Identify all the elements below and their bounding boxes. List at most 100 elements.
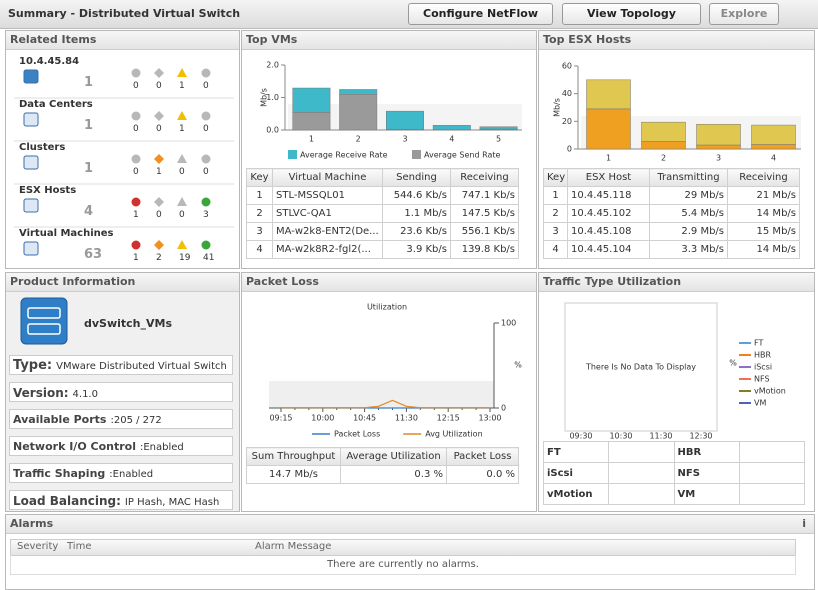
- table-cell: 1: [543, 186, 568, 205]
- legend-label: Avg Utilization: [425, 430, 482, 439]
- legend-swatch: [412, 150, 421, 159]
- table-cell: 23.6 Kb/s: [382, 222, 451, 241]
- status-icon: [177, 197, 187, 206]
- info-label: Available Ports: [13, 413, 107, 426]
- table-cell: 147.5 Kb/s: [450, 204, 519, 223]
- table-row: 3 10.4.45.108 2.9 Mb/s 15 Mb/s: [543, 222, 800, 241]
- x-tick-label: 2: [661, 154, 666, 163]
- status-count: 0: [156, 124, 162, 134]
- column-header: Average Utilization: [340, 447, 447, 466]
- table-cell: 15 Mb/s: [727, 222, 800, 241]
- column-header: Severity: [17, 541, 59, 552]
- y-axis-label: Mb/s: [553, 98, 562, 117]
- info-icon[interactable]: i: [802, 517, 806, 530]
- header-bar: Summary - Distributed Virtual Switch Con…: [0, 0, 818, 29]
- status-icon: [131, 68, 141, 78]
- button-label: View Topology: [587, 7, 676, 20]
- item-name: ESX Hosts: [19, 185, 77, 196]
- table-header: Sum Throughput Average Utilization Packet …: [246, 447, 519, 466]
- table-cell: 139.8 Kb/s: [450, 240, 519, 259]
- chart-title: Utilization: [367, 303, 407, 312]
- status-count: 0: [203, 167, 209, 177]
- status-count: 0: [179, 167, 185, 177]
- line-chart: There Is No Data To Display % 09:30 10:30 11…: [564, 302, 786, 441]
- button-label: Configure NetFlow: [423, 7, 538, 20]
- table-cell: 10.4.45.104: [567, 240, 650, 259]
- column-header: Sum Throughput: [246, 447, 341, 466]
- bar: [586, 79, 631, 110]
- table-cell: 2: [543, 204, 568, 223]
- column-header: Receiving: [727, 168, 800, 187]
- y-axis-label: %: [729, 359, 737, 368]
- view-topology-button[interactable]: View Topology: [562, 3, 701, 25]
- table-header: Key ESX Host Transmitting Receiving: [543, 168, 800, 187]
- info-row: Load Balancing: IP Hash, MAC Hash: [9, 490, 233, 510]
- status-icon: [154, 154, 164, 164]
- y-tick-label: 0: [501, 404, 506, 413]
- plot-area: [564, 302, 718, 432]
- status-count: 0: [203, 81, 209, 91]
- traffic-table: FT HBR iScsi NFS vMotion VM: [542, 441, 806, 505]
- table-cell: 0.3 %: [340, 465, 447, 484]
- table-cell: 544.6 Kb/s: [382, 186, 451, 205]
- x-tick-label: 09:15: [269, 414, 292, 423]
- x-tick-label: 10:30: [609, 432, 632, 441]
- legend-label: HBR: [754, 351, 772, 360]
- x-tick-label: 12:30: [689, 432, 712, 441]
- y-tick-label: 0: [567, 145, 572, 154]
- table-header: Key Virtual Machine Sending Receiving: [246, 168, 519, 187]
- bar: [751, 144, 796, 150]
- item-icon: [23, 155, 39, 170]
- bar: [696, 144, 741, 150]
- table-cell: 3: [543, 222, 568, 241]
- legend-swatch: [288, 150, 297, 159]
- top-vms-panel: Top VMs 0.0 1.0 2.0 Mb/s 1 2 3 4 5 Average Receive…: [241, 30, 537, 269]
- x-tick-label: 1: [309, 135, 314, 144]
- x-tick-label: 3: [716, 154, 721, 163]
- configure-netflow-button[interactable]: Configure NetFlow: [408, 3, 553, 25]
- alarms-panel: Alarms i Severity Time Alarm Message There a…: [5, 514, 815, 590]
- item-icon: [23, 69, 39, 84]
- table-cell: 4: [246, 240, 273, 259]
- bar: [586, 108, 631, 150]
- type-value: [608, 483, 675, 505]
- icon-port: [27, 323, 61, 335]
- packet-loss-panel: Packet Loss Utilization 0 100% 09:15 10:00 10:…: [241, 272, 537, 512]
- table-cell: 10.4.45.108: [567, 222, 650, 241]
- type-label: iScsi: [542, 462, 610, 484]
- x-tick-label: 3: [402, 135, 407, 144]
- bar: [479, 126, 518, 130]
- related-items-panel: Related Items 10.4.45.84 1 0 0 1 0 Data Centers…: [5, 30, 240, 269]
- table-cell: 1.1 Mb/s: [382, 204, 451, 223]
- item-count: 4: [84, 204, 94, 219]
- status-count: 1: [133, 210, 139, 220]
- table-cell: 3: [246, 222, 273, 241]
- status-count: 0: [133, 124, 139, 134]
- legend-label: Packet Loss: [334, 430, 380, 439]
- explore-button[interactable]: Explore: [709, 3, 779, 25]
- table-cell: MA-w2k8R2-fgl2(...: [272, 240, 383, 259]
- table-cell: 3.9 Kb/s: [382, 240, 451, 259]
- table-row: 1 STL-MSSQL01 544.6 Kb/s 747.1 Kb/s: [246, 186, 519, 205]
- legend-label: NFS: [754, 375, 770, 384]
- info-value: VMware Distributed Virtual Switch: [56, 361, 227, 372]
- bar-chart: 0.0 1.0 2.0 Mb/s 1 2 3 4 5 Average Receive Rate Av…: [260, 61, 522, 160]
- x-tick-label: 10:00: [311, 414, 334, 423]
- status-icon: [201, 197, 211, 207]
- type-label: NFS: [673, 462, 740, 484]
- top-esx-panel: Top ESX Hosts 0 20 40 60 Mb/s 1 2 3 4 Key ESX Host T…: [538, 30, 815, 269]
- x-tick-label: 11:30: [649, 432, 672, 441]
- page-title: Summary - Distributed Virtual Switch: [8, 7, 241, 20]
- x-tick-label: 1: [606, 154, 611, 163]
- status-icon: [131, 111, 141, 121]
- bar-chart: 0 20 40 60 Mb/s 1 2 3 4: [553, 62, 801, 163]
- x-tick-label: 13:00: [478, 414, 501, 423]
- type-label: HBR: [673, 441, 740, 463]
- x-tick-label: 4: [449, 135, 454, 144]
- x-tick-label: 10:45: [353, 414, 376, 423]
- x-tick-label: 11:30: [395, 414, 418, 423]
- legend-label: vMotion: [754, 387, 786, 396]
- line-chart: Utilization 0 100% 09:15 10:00 10:45 11:30 12:1…: [269, 303, 522, 439]
- status-count: 1: [156, 167, 162, 177]
- column-header: Receiving: [450, 168, 519, 187]
